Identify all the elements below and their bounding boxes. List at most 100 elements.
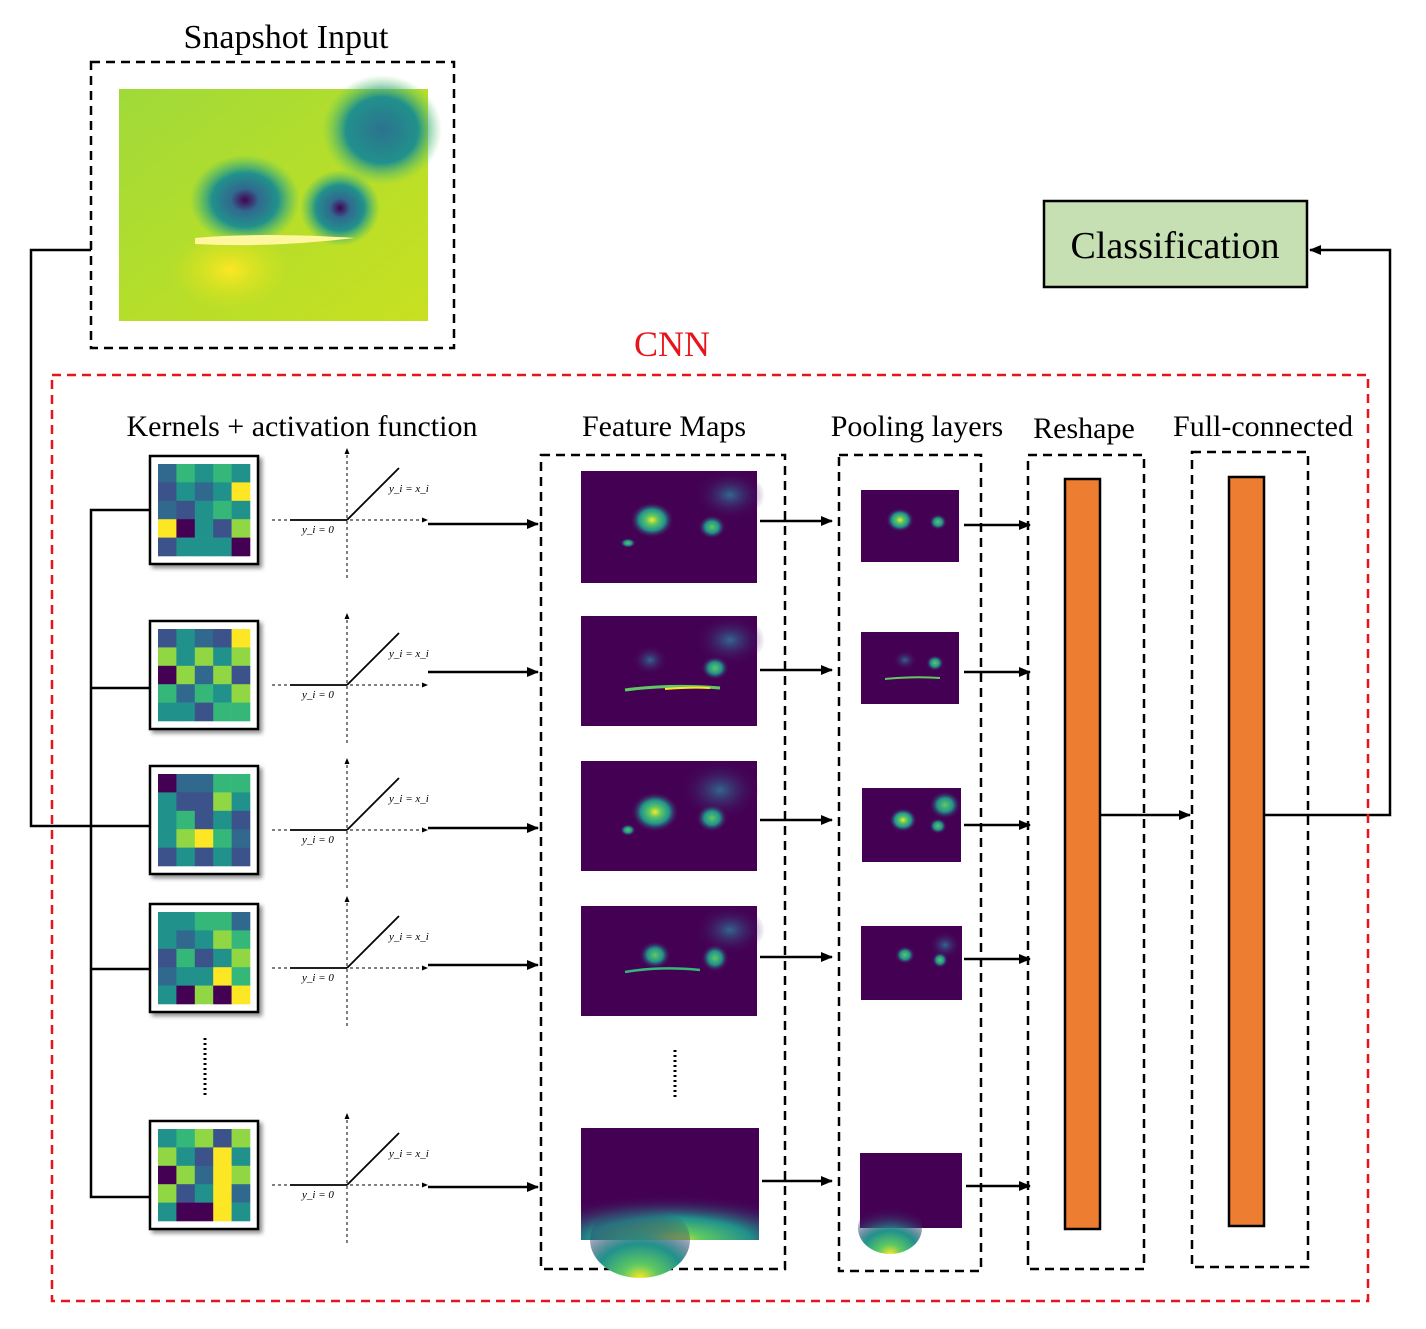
kernel-cell (213, 774, 232, 793)
kernel-cell (231, 684, 251, 703)
kernel-cell (231, 912, 251, 931)
kernel-cell (194, 519, 214, 538)
kernel-cell (194, 774, 214, 793)
kernel-cell (158, 537, 177, 557)
kernel-cell (231, 967, 251, 986)
kernel-cell (231, 482, 251, 502)
kernel-cell (194, 985, 214, 1005)
kernel-cell (158, 810, 177, 830)
kernel-cell (194, 810, 214, 830)
feature-map-3 (581, 760, 760, 871)
kernel-cell (176, 464, 196, 483)
kernel-cell (231, 464, 251, 483)
kernel-cell (158, 665, 177, 685)
kernel-cell (231, 1165, 251, 1185)
kernel-cell (158, 912, 177, 931)
relu-zero-label: y_i = 0 (301, 689, 334, 701)
kernel-cell (176, 829, 196, 848)
kernel-cell (176, 1129, 196, 1148)
feature-map-n (581, 1128, 759, 1278)
kernel-cell (194, 1202, 214, 1222)
kernel-cell (176, 1184, 196, 1203)
relu-plots: y_i = x_iy_i = 0y_i = x_iy_i = 0y_i = x_… (272, 448, 539, 1243)
kernel-grid-5 (148, 1119, 260, 1231)
kernel-cell (158, 500, 177, 520)
kernel-cell (231, 774, 251, 793)
kernel-cell (213, 1202, 232, 1222)
kernel-cell (158, 1184, 177, 1203)
kernel-grid-3 (148, 764, 260, 876)
snapshot-image (119, 75, 442, 321)
kernel-cell (176, 629, 196, 648)
relu-zero-label: y_i = 0 (301, 1189, 334, 1201)
output-arrow (1264, 245, 1392, 817)
kernel-cell (158, 985, 177, 1005)
pooling-label: Pooling layers (831, 410, 1004, 443)
kernel-cell (176, 1147, 196, 1167)
classification-box (1042, 199, 1309, 289)
kernel-cell (231, 810, 251, 830)
kernel-cell (176, 519, 196, 538)
kernel-cell (176, 500, 196, 520)
reshape-bar (1063, 477, 1102, 1231)
kernel-cell (176, 810, 196, 830)
kernel-cell (158, 774, 177, 793)
pooling-map-4 (861, 926, 962, 1000)
kernel-cell (194, 967, 214, 986)
kernel-cell (231, 847, 251, 867)
kernel-bracket (89, 508, 150, 1199)
kernel-cell (213, 1184, 232, 1203)
relu-positive-label: y_i = x_i (388, 1148, 429, 1160)
kernel-cell (194, 665, 214, 685)
kernel-cell (231, 500, 251, 520)
kernel-grid-2 (148, 619, 260, 731)
feature-map-1 (581, 470, 765, 583)
kernel-cell (213, 948, 232, 968)
feature-map-4 (581, 905, 765, 1016)
kernel-cell (231, 629, 251, 648)
relu-zero-label: y_i = 0 (301, 524, 334, 536)
kernel-cell (194, 647, 214, 667)
kernel-cell (231, 930, 251, 950)
kernel-cell (158, 930, 177, 950)
kernel-cell (176, 930, 196, 950)
kernel-cell (158, 948, 177, 968)
kernel-cell (194, 1165, 214, 1185)
kernel-cell (176, 912, 196, 931)
kernel-cell (158, 464, 177, 483)
kernel-cell (158, 967, 177, 986)
kernel-cell (213, 482, 232, 502)
kernel-cell (158, 519, 177, 538)
kernel-cell (194, 912, 214, 931)
kernel-cell (231, 519, 251, 538)
kernel-cell (231, 537, 251, 557)
kernel-cell (176, 792, 196, 812)
kernel-cell (158, 1165, 177, 1185)
kernel-cell (194, 702, 214, 722)
kernel-cell (194, 847, 214, 867)
kernel-cell (231, 665, 251, 685)
pooling-frame (837, 453, 983, 1273)
relu-plot-4: y_i = x_i y_i = 0 (272, 896, 539, 1026)
feature-maps-label: Feature Maps (582, 410, 746, 443)
relu-linear-segment (346, 467, 400, 521)
kernel-cell (213, 985, 232, 1005)
kernel-cell (158, 847, 177, 867)
kernel-cell (158, 647, 177, 667)
kernel-cell (213, 684, 232, 703)
kernel-cell (176, 774, 196, 793)
kernel-cell (213, 629, 232, 648)
snapshot-title: Snapshot Input (184, 19, 390, 56)
kernel-cell (213, 665, 232, 685)
cnn-frame (50, 373, 1370, 1303)
kernel-cell (231, 1184, 251, 1203)
kernel-cell (213, 912, 232, 931)
relu-plot-1: y_i = x_i y_i = 0 (272, 448, 539, 578)
kernel-cell (158, 1147, 177, 1167)
kernel-cell (194, 684, 214, 703)
kernel-cell (176, 647, 196, 667)
relu-positive-label: y_i = x_i (388, 793, 429, 805)
kernel-cell (213, 829, 232, 848)
pooling-map-1 (861, 490, 959, 562)
